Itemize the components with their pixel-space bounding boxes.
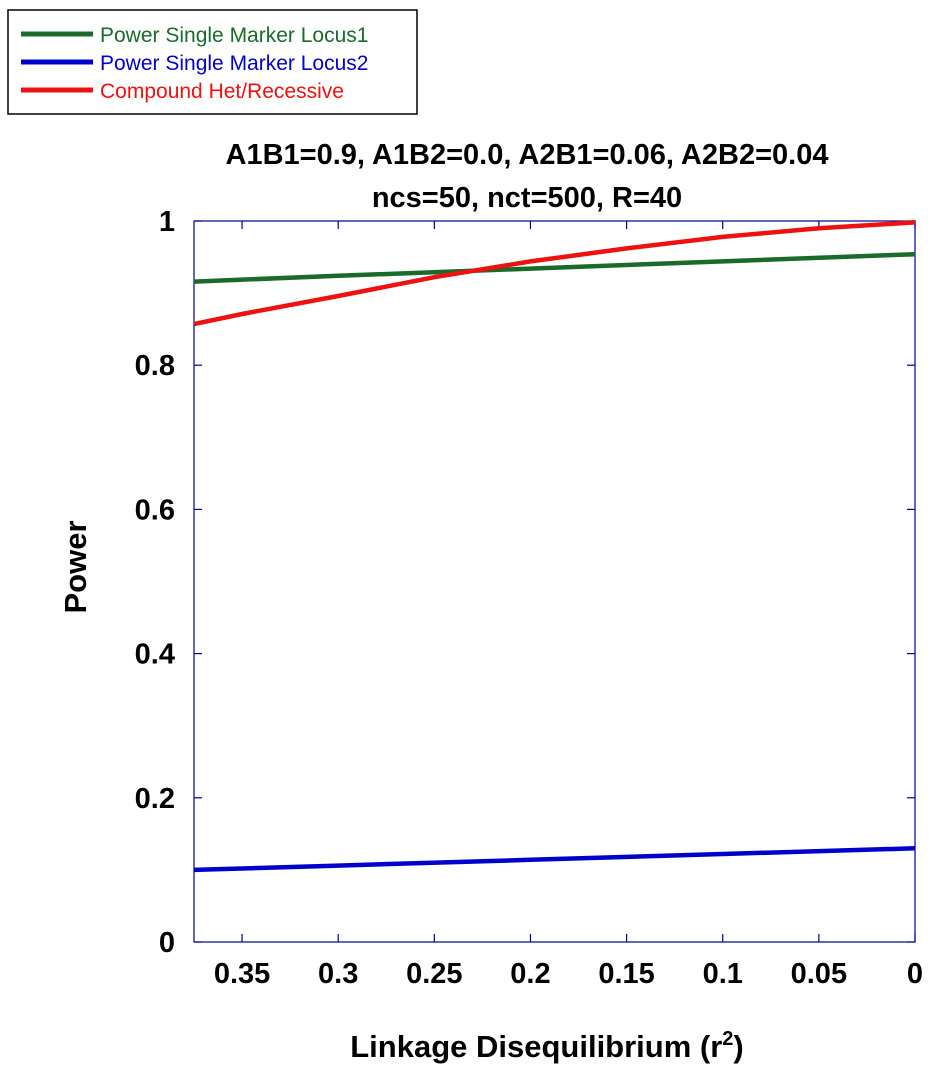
plot-frame [193,220,916,943]
chart-title-line2: ncs=50, nct=500, R=40 [372,182,682,214]
series-line-locus1 [193,251,916,284]
y-axis-label: Power [58,520,93,613]
series-group [193,220,916,873]
x-tick-label: 0.05 [791,958,847,990]
x-tick-label: 0 [907,958,923,990]
y-tick-label: 0.2 [135,783,175,815]
series-line-locus2 [193,846,916,873]
y-tick-label: 0.6 [135,494,175,526]
legend-label-compound: Compound Het/Recessive [100,80,344,103]
x-axis-label-close: ) [733,1029,743,1064]
legend-label-locus2: Power Single Marker Locus2 [100,52,368,75]
x-tick-label: 0.1 [703,958,743,990]
x-tick-label: 0.35 [214,958,270,990]
y-tick-label: 1 [159,206,175,238]
x-axis-label: Linkage Disequilibrium (r2) [350,1028,744,1064]
chart-title-line1: A1B1=0.9, A1B2=0.0, A2B1=0.06, A2B2=0.04 [226,139,829,171]
y-axis: 0 0.2 0.4 0.6 0.8 1 [135,206,915,959]
x-tick-label: 0.25 [406,958,462,990]
x-tick-label: 0.3 [318,958,358,990]
series-line-compound [193,220,916,327]
x-axis-label-main: Linkage Disequilibrium (r [350,1029,722,1064]
y-tick-label: 0.4 [135,639,175,671]
y-tick-label: 0.8 [135,350,175,382]
x-tick-label: 0.2 [510,958,550,990]
legend-label-locus1: Power Single Marker Locus1 [100,24,368,47]
y-tick-label: 0 [159,927,175,959]
x-axis: 0.35 0.3 0.25 0.2 0.15 0.1 0.05 0 [214,221,923,990]
x-tick-label: 0.15 [598,958,654,990]
x-axis-label-sup: 2 [722,1028,733,1050]
